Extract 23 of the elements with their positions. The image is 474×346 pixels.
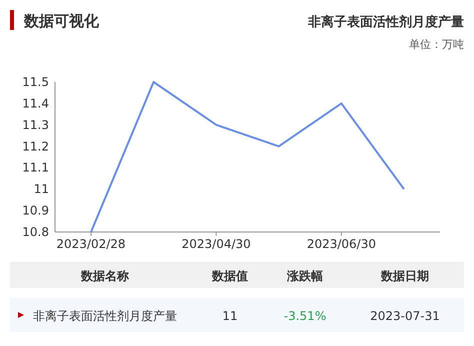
y-tick-label: 11 bbox=[34, 182, 49, 196]
chart-title: 非离子表面活性剂月度产量 bbox=[307, 14, 464, 30]
x-tick-label: 2023/02/28 bbox=[56, 237, 126, 251]
text: 11 bbox=[222, 309, 238, 323]
text: 数据可视化 bbox=[23, 12, 100, 30]
y-tick-label: 10.8 bbox=[22, 225, 49, 239]
y-tick-label: 11.5 bbox=[22, 75, 49, 89]
text: 数据值 bbox=[211, 269, 248, 283]
text: 非离子表面活性剂月度产量 bbox=[33, 309, 177, 323]
y-tick-label: 10.9 bbox=[22, 204, 49, 218]
text: 数据日期 bbox=[380, 269, 429, 283]
y-tick-label: 11.1 bbox=[22, 160, 49, 175]
text: 数据名称 bbox=[80, 269, 130, 283]
x-tick-label: 2023/04/30 bbox=[182, 237, 251, 251]
x-tick-label: 2023/06/30 bbox=[306, 237, 376, 251]
text: 2023-07-31 bbox=[370, 309, 440, 323]
y-tick-label: 11.3 bbox=[22, 118, 49, 132]
text: 涨跌幅 bbox=[286, 269, 323, 283]
line-series bbox=[90, 81, 405, 233]
y-tick-label: 11.2 bbox=[22, 139, 49, 154]
text: -3.51% bbox=[284, 309, 326, 323]
chart-subtitle: 单位：万吨 bbox=[409, 38, 464, 51]
y-tick-label: 11.4 bbox=[22, 96, 49, 110]
